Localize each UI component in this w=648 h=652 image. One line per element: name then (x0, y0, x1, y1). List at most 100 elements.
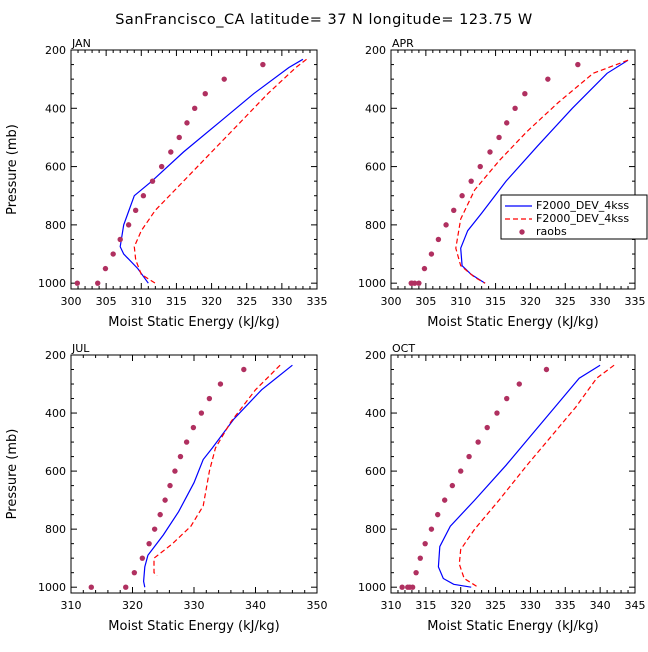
x-tick-label: 340 (590, 599, 611, 612)
panel-title: JUL (71, 342, 90, 355)
x-tick-label: 330 (184, 599, 205, 612)
y-tick-label: 800 (365, 523, 386, 536)
series-line-dashed (153, 364, 281, 577)
y-tick-label: 200 (45, 349, 66, 362)
raobs-point (399, 584, 405, 590)
raobs-point (545, 76, 551, 82)
raobs-point (202, 91, 208, 97)
raobs-point (443, 222, 449, 228)
raobs-point (468, 178, 474, 184)
raobs-point (477, 163, 483, 170)
raobs-point (190, 424, 197, 431)
x-tick-label: 320 (201, 295, 222, 308)
y-tick-label: 400 (365, 407, 386, 420)
raobs-point (543, 366, 550, 373)
raobs-point (512, 105, 518, 111)
raobs-point (428, 526, 435, 532)
y-tick-label: 400 (45, 102, 66, 115)
y-tick-label: 1000 (358, 277, 386, 290)
raobs-point (168, 149, 174, 155)
panel-apr: APR 300 305 310 315 320 325 330 335 200 400 600 800 1… (358, 37, 646, 330)
raobs-point (172, 468, 178, 474)
y-tick-label: 600 (45, 161, 66, 174)
raobs-point (140, 193, 147, 199)
raobs-point (95, 280, 101, 286)
y-tick-label: 600 (365, 161, 386, 174)
raobs-point (125, 222, 132, 228)
raobs-point (139, 555, 146, 561)
raobs-point (484, 424, 490, 431)
raobs-point (177, 453, 184, 460)
x-tick-label: 305 (415, 295, 436, 308)
series-line-solid (460, 59, 629, 284)
y-axis-label: Pressure (mb) (5, 429, 20, 520)
panel-title: APR (392, 37, 414, 50)
x-tick-label: 340 (245, 599, 266, 612)
raobs-point (131, 569, 138, 576)
x-tick-label: 335 (307, 295, 328, 308)
series-line-solid (142, 364, 293, 588)
x-axis-label: Moist Static Energy (kJ/kg) (108, 315, 279, 330)
raobs-point (575, 61, 581, 68)
x-tick-label: 325 (485, 599, 506, 612)
raobs-point (221, 76, 227, 82)
raobs-point (496, 134, 502, 141)
raobs-point (151, 526, 158, 532)
raobs-point (146, 540, 152, 547)
raobs-point (451, 207, 457, 214)
panel-title: OCT (392, 342, 415, 355)
x-tick-label: 315 (166, 295, 187, 308)
raobs-point (74, 280, 81, 286)
y-tick-label: 800 (45, 219, 66, 232)
series-line-dashed (455, 59, 629, 284)
y-tick-label: 1000 (38, 581, 66, 594)
y-tick-label: 800 (45, 523, 66, 536)
raobs-point (162, 497, 168, 503)
raobs-point (157, 511, 163, 518)
x-tick-label: 305 (96, 295, 117, 308)
raobs-point (413, 569, 419, 576)
legend-label: raobs (536, 225, 567, 238)
raobs-point (149, 178, 156, 184)
raobs-point (198, 410, 205, 416)
series-line-solid (437, 364, 601, 588)
y-tick-label: 1000 (358, 581, 386, 594)
raobs-point (416, 280, 422, 286)
y-axis-label: Pressure (mb) (5, 124, 20, 215)
legend-marker-raobs (519, 229, 525, 235)
raobs-point (110, 251, 116, 257)
y-tick-label: 600 (365, 465, 386, 478)
raobs-point (408, 280, 414, 286)
plot-frame (70, 49, 318, 290)
x-tick-label: 310 (450, 295, 471, 308)
raobs-point (487, 149, 493, 155)
x-tick-label: 320 (450, 599, 471, 612)
x-tick-label: 335 (625, 295, 646, 308)
raobs-point (206, 395, 213, 402)
raobs-point (417, 555, 423, 561)
panel-oct: OCT 310 315 320 325 330 335 340 345 200 400 600 800 1… (358, 342, 646, 634)
x-tick-label: 330 (271, 295, 292, 308)
raobs-point (466, 453, 472, 460)
x-tick-label: 310 (131, 295, 152, 308)
legend-box (500, 194, 648, 240)
raobs-point (102, 265, 109, 272)
raobs-point (504, 120, 510, 126)
raobs-point (184, 120, 190, 126)
plot-frame (390, 49, 636, 290)
raobs-point (458, 468, 464, 474)
x-tick-label: 330 (520, 599, 541, 612)
raobs-point (459, 193, 465, 199)
x-tick-label: 325 (236, 295, 257, 308)
x-tick-label: 315 (415, 599, 436, 612)
raobs-point (88, 584, 94, 590)
y-tick-label: 1000 (38, 277, 66, 290)
y-tick-label: 400 (45, 407, 66, 420)
x-tick-label: 310 (381, 599, 402, 612)
raobs-point (132, 207, 139, 214)
raobs-point (158, 163, 165, 170)
chart-title: SanFrancisco_CA latitude= 37 N longitude… (115, 12, 533, 28)
